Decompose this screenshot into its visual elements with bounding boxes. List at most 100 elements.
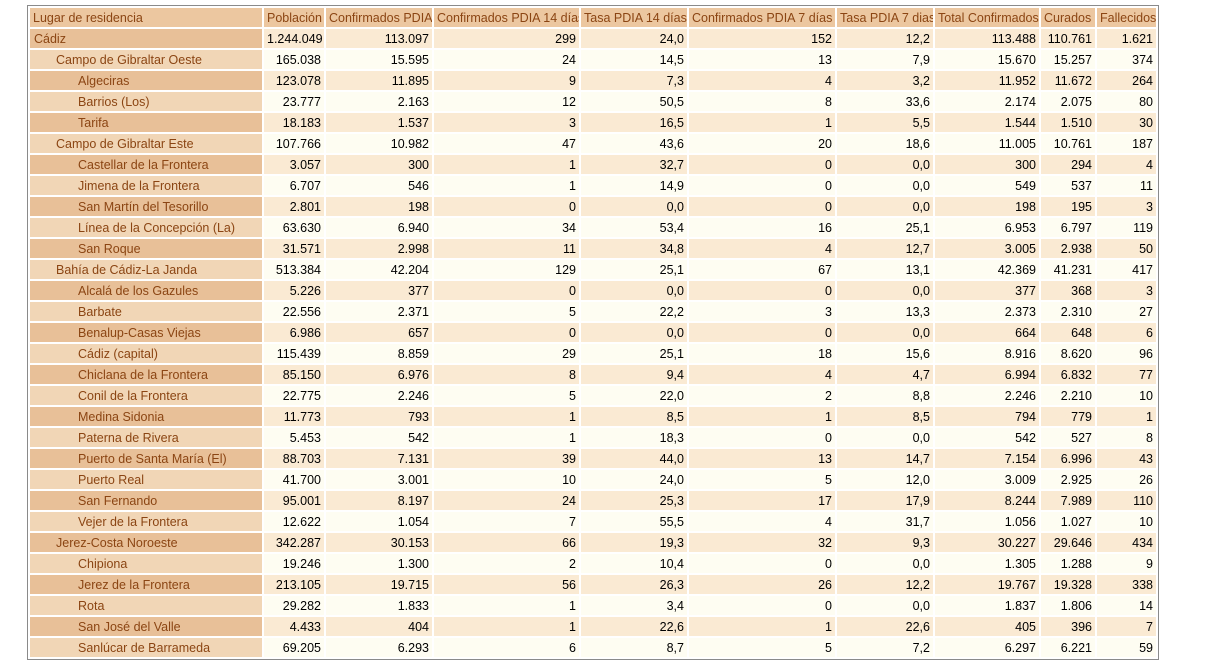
value-cell: 8 — [434, 365, 579, 384]
value-cell: 4 — [1097, 155, 1156, 174]
table-row: Barbate 22.556 2.371 5 22,2 3 13,3 2.373 2.310 27 — [30, 302, 1156, 321]
value-cell: 14,9 — [581, 176, 687, 195]
value-cell: 1 — [434, 617, 579, 636]
value-cell: 648 — [1041, 323, 1095, 342]
value-cell: 13,3 — [837, 302, 933, 321]
value-cell: 10.982 — [326, 134, 432, 153]
value-cell: 4.433 — [264, 617, 324, 636]
value-cell: 44,0 — [581, 449, 687, 468]
value-cell: 377 — [935, 281, 1039, 300]
value-cell: 3.009 — [935, 470, 1039, 489]
value-cell: 2.998 — [326, 239, 432, 258]
value-cell: 294 — [1041, 155, 1095, 174]
value-cell: 1 — [1097, 407, 1156, 426]
residence-cell: Tarifa — [30, 113, 262, 132]
column-header-9[interactable]: Fallecidos — [1097, 8, 1156, 27]
value-cell: 546 — [326, 176, 432, 195]
value-cell: 0,0 — [837, 281, 933, 300]
column-header-4[interactable]: Tasa PDIA 14 días — [581, 8, 687, 27]
value-cell: 2.246 — [935, 386, 1039, 405]
table-row: Sanlúcar de Barrameda 69.205 6.293 6 8,7 5 7,2… — [30, 638, 1156, 657]
value-cell: 24,0 — [581, 29, 687, 48]
value-cell: 7.154 — [935, 449, 1039, 468]
value-cell: 1.510 — [1041, 113, 1095, 132]
value-cell: 6.797 — [1041, 218, 1095, 237]
value-cell: 3 — [689, 302, 835, 321]
value-cell: 0 — [434, 281, 579, 300]
column-header-7[interactable]: Total Confirmados — [935, 8, 1039, 27]
table-row: Algeciras 123.078 11.895 9 7,3 4 3,2 11.952 11.6… — [30, 71, 1156, 90]
residence-cell: Barrios (Los) — [30, 92, 262, 111]
table-row: Castellar de la Frontera 3.057 300 1 32,7 0 0,… — [30, 155, 1156, 174]
value-cell: 3 — [434, 113, 579, 132]
value-cell: 0 — [689, 281, 835, 300]
value-cell: 88.703 — [264, 449, 324, 468]
value-cell: 6.297 — [935, 638, 1039, 657]
residence-cell: Campo de Gibraltar Oeste — [30, 50, 262, 69]
column-header-8[interactable]: Curados — [1041, 8, 1095, 27]
value-cell: 14,7 — [837, 449, 933, 468]
value-cell: 195 — [1041, 197, 1095, 216]
column-header-1[interactable]: Población — [264, 8, 324, 27]
value-cell: 15,6 — [837, 344, 933, 363]
residence-cell: Vejer de la Frontera — [30, 512, 262, 531]
value-cell: 32 — [689, 533, 835, 552]
value-cell: 11.895 — [326, 71, 432, 90]
value-cell: 13,1 — [837, 260, 933, 279]
value-cell: 779 — [1041, 407, 1095, 426]
value-cell: 7 — [1097, 617, 1156, 636]
value-cell: 12,2 — [837, 29, 933, 48]
value-cell: 115.439 — [264, 344, 324, 363]
value-cell: 30 — [1097, 113, 1156, 132]
residence-cell: Chiclana de la Frontera — [30, 365, 262, 384]
table-row: Jerez de la Frontera 213.105 19.715 56 26,3 2… — [30, 575, 1156, 594]
value-cell: 96 — [1097, 344, 1156, 363]
value-cell: 22.775 — [264, 386, 324, 405]
value-cell: 30.153 — [326, 533, 432, 552]
value-cell: 26 — [689, 575, 835, 594]
value-cell: 165.038 — [264, 50, 324, 69]
value-cell: 793 — [326, 407, 432, 426]
value-cell: 3 — [1097, 197, 1156, 216]
value-cell: 8,5 — [581, 407, 687, 426]
table-row: Conil de la Frontera 22.775 2.246 5 22,0 2 8,8… — [30, 386, 1156, 405]
value-cell: 152 — [689, 29, 835, 48]
column-header-5[interactable]: Confirmados PDIA 7 días — [689, 8, 835, 27]
value-cell: 32,7 — [581, 155, 687, 174]
value-cell: 29.282 — [264, 596, 324, 615]
value-cell: 368 — [1041, 281, 1095, 300]
value-cell: 12,0 — [837, 470, 933, 489]
value-cell: 5.226 — [264, 281, 324, 300]
value-cell: 0 — [689, 554, 835, 573]
value-cell: 29.646 — [1041, 533, 1095, 552]
value-cell: 794 — [935, 407, 1039, 426]
value-cell: 77 — [1097, 365, 1156, 384]
table-row: Rota 29.282 1.833 1 3,4 0 0,0 1.837 1.806 14 — [30, 596, 1156, 615]
value-cell: 26,3 — [581, 575, 687, 594]
value-cell: 1.537 — [326, 113, 432, 132]
value-cell: 1.054 — [326, 512, 432, 531]
value-cell: 11 — [1097, 176, 1156, 195]
value-cell: 4 — [689, 71, 835, 90]
value-cell: 34,8 — [581, 239, 687, 258]
value-cell: 2.310 — [1041, 302, 1095, 321]
value-cell: 85.150 — [264, 365, 324, 384]
residence-cell: Puerto Real — [30, 470, 262, 489]
column-header-3[interactable]: Confirmados PDIA 14 días — [434, 8, 579, 27]
residence-cell: Benalup-Casas Viejas — [30, 323, 262, 342]
column-header-0[interactable]: Lugar de residencia — [30, 8, 262, 27]
value-cell: 6.221 — [1041, 638, 1095, 657]
value-cell: 24,0 — [581, 470, 687, 489]
value-cell: 0,0 — [837, 596, 933, 615]
value-cell: 0 — [689, 323, 835, 342]
value-cell: 1.305 — [935, 554, 1039, 573]
column-header-6[interactable]: Tasa PDIA 7 dias — [837, 8, 933, 27]
column-header-2[interactable]: Confirmados PDIA — [326, 8, 432, 27]
value-cell: 11.672 — [1041, 71, 1095, 90]
covid-cadiz-table: Lugar de residencia Población Confirmados … — [27, 5, 1159, 660]
value-cell: 14 — [1097, 596, 1156, 615]
value-cell: 16 — [689, 218, 835, 237]
table-row: Benalup-Casas Viejas 6.986 657 0 0,0 0 0,0 664 6… — [30, 323, 1156, 342]
value-cell: 42.369 — [935, 260, 1039, 279]
value-cell: 527 — [1041, 428, 1095, 447]
